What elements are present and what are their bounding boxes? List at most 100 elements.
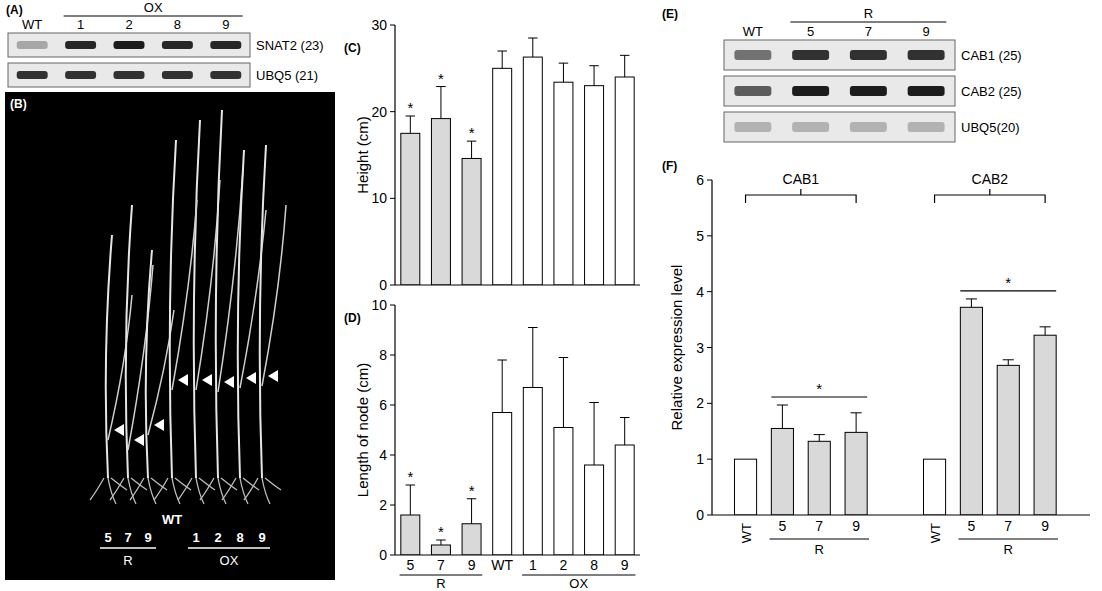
- y-tick-label: 2: [696, 395, 704, 411]
- bar: [431, 119, 450, 285]
- x-tick-label: 7: [815, 518, 823, 534]
- panel-label: (A): [6, 3, 23, 17]
- y-tick-label: 30: [371, 17, 387, 33]
- group-label: OX: [144, 0, 163, 15]
- y-tick-label: 8: [379, 347, 387, 363]
- x-tick-label: 9: [621, 557, 629, 573]
- bar: [401, 133, 420, 285]
- bar: [1034, 335, 1056, 515]
- plot-area: [734, 299, 1056, 515]
- y-tick: [390, 25, 395, 26]
- bar: [615, 77, 634, 285]
- seedling: [170, 140, 176, 478]
- y-tick: [707, 235, 712, 236]
- x-tick-label: 9: [852, 518, 860, 534]
- y-tick: [390, 285, 395, 286]
- error-bar: [559, 358, 568, 428]
- band: [65, 41, 96, 49]
- x-tick-label: 5: [779, 518, 787, 534]
- band: [792, 86, 829, 96]
- y-tick: [390, 198, 395, 199]
- group-label: OX: [220, 553, 239, 568]
- error-bar: [620, 418, 629, 446]
- band: [17, 41, 48, 49]
- panel-label: (B): [10, 97, 27, 111]
- lane-label: WT: [743, 24, 763, 39]
- lane-label: 7: [865, 24, 872, 39]
- photo: [5, 92, 335, 580]
- x-axis: [712, 514, 1090, 515]
- lane-label: 9: [222, 17, 229, 32]
- gel-panel: (E)RWT579CAB1 (25)CAB2 (25)UBQ5(20): [662, 6, 1022, 142]
- band: [908, 50, 945, 60]
- seedling: [106, 235, 112, 478]
- arrowhead: [178, 374, 188, 386]
- band: [114, 71, 145, 79]
- bar: [615, 445, 634, 555]
- gel-row: [8, 33, 250, 57]
- arrowhead: [134, 434, 144, 446]
- plant-label: 5: [104, 530, 111, 545]
- error-bar: [620, 55, 629, 77]
- bar: [923, 459, 945, 515]
- bar: [554, 82, 573, 285]
- error-bar: [559, 63, 568, 82]
- gel-row: [724, 40, 955, 70]
- y-tick: [707, 515, 712, 516]
- bar: [771, 428, 793, 515]
- error-bar: [589, 66, 598, 86]
- y-tick: [390, 355, 395, 356]
- error-bar: [467, 141, 476, 158]
- error-bar: [814, 435, 825, 442]
- y-tick: [390, 405, 395, 406]
- group-line: [100, 547, 156, 549]
- error-bar: [497, 360, 506, 413]
- lane-label: WT: [22, 17, 42, 32]
- error-bar: [1040, 327, 1051, 335]
- plant-label: 7: [124, 530, 131, 545]
- group-line: [64, 15, 243, 16]
- y-tick: [707, 459, 712, 460]
- error-bar: [406, 485, 415, 515]
- leaf: [108, 295, 132, 440]
- bar-chart: ***0246810Length of node (cm)(D)579WT128…: [344, 297, 640, 591]
- root: [178, 478, 215, 504]
- lane-label: 5: [807, 24, 814, 39]
- bar: [960, 307, 982, 515]
- x-tick-label: 2: [560, 557, 568, 573]
- band: [850, 122, 887, 132]
- significance: *: [1005, 274, 1011, 291]
- y-axis: [394, 25, 395, 285]
- arrowhead: [154, 419, 164, 431]
- seedling: [146, 250, 152, 478]
- error-bar: [406, 116, 415, 133]
- bar: [734, 459, 756, 515]
- group-label: R: [815, 542, 824, 557]
- error-bar: [436, 540, 445, 545]
- x-tick-label: WT: [739, 523, 754, 543]
- plant-label: 1: [192, 530, 199, 545]
- bar: [997, 365, 1019, 515]
- y-axis-label: Relative expression level: [668, 265, 685, 431]
- band: [210, 41, 241, 49]
- band: [162, 71, 193, 79]
- row-label: UBQ5 (21): [256, 68, 318, 83]
- y-tick: [707, 291, 712, 292]
- seedling: [194, 120, 200, 478]
- significance: *: [407, 468, 413, 485]
- y-tick-label: 6: [379, 397, 387, 413]
- arrowhead: [114, 424, 124, 436]
- plant-label: 8: [236, 530, 243, 545]
- lane-label: 8: [174, 17, 181, 32]
- background: [0, 0, 1102, 591]
- row-label: CAB1 (25): [961, 48, 1022, 63]
- group-line: [790, 21, 946, 22]
- plant-label: 9: [258, 530, 265, 545]
- bar: [808, 441, 830, 515]
- band: [908, 122, 945, 132]
- y-axis-label: Length of node (cm): [354, 363, 371, 497]
- y-axis: [394, 305, 395, 555]
- bar: [401, 515, 420, 555]
- x-tick-label: 1: [529, 557, 537, 573]
- y-tick-label: 0: [379, 277, 387, 293]
